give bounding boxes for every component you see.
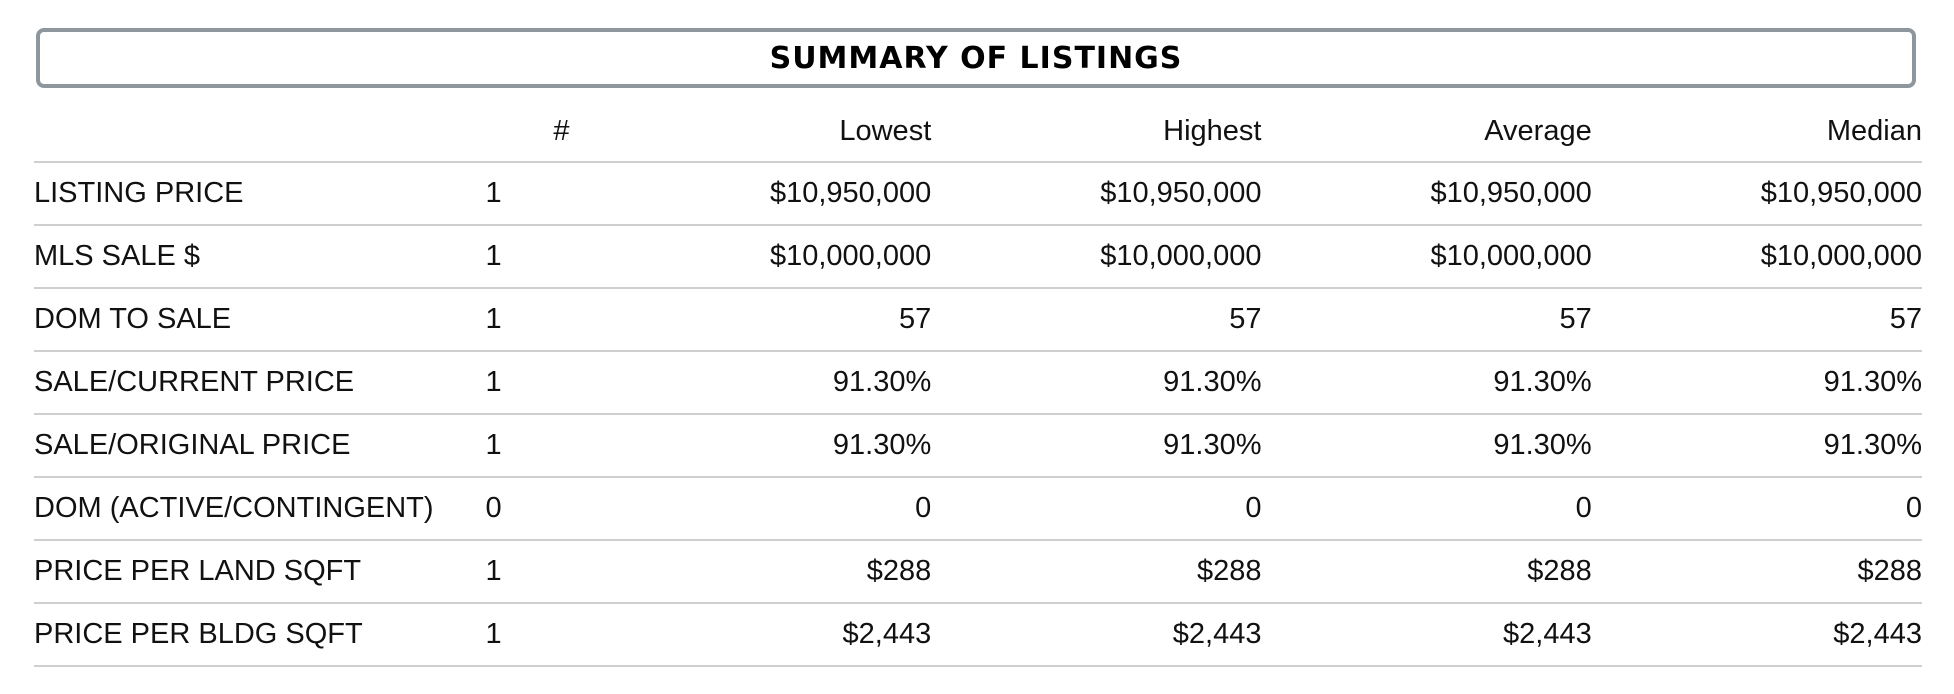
row-lowest: $10,000,000: [569, 225, 932, 289]
row-median: $288: [1591, 540, 1922, 604]
row-highest: $288: [931, 540, 1262, 604]
row-highest: 91.30%: [931, 351, 1262, 415]
table-row: PRICE PER BLDG SQFT 1 $2,443 $2,443 $2,4…: [34, 603, 1922, 667]
header-label: [34, 97, 486, 163]
row-label: DOM TO SALE: [34, 288, 486, 352]
row-average: $10,950,000: [1261, 162, 1592, 226]
row-median: 57: [1591, 288, 1922, 352]
table-row: SALE/CURRENT PRICE 1 91.30% 91.30% 91.30…: [34, 351, 1922, 415]
table-row: MLS SALE $ 1 $10,000,000 $10,000,000 $10…: [34, 225, 1922, 289]
summary-table: # Lowest Highest Average Median LISTING …: [34, 97, 1922, 667]
row-label: LISTING PRICE: [34, 162, 486, 226]
row-label: MLS SALE $: [34, 225, 486, 289]
row-label: DOM (ACTIVE/CONTINGENT): [34, 477, 486, 541]
header-highest: Highest: [931, 97, 1262, 163]
row-median: 91.30%: [1591, 414, 1922, 478]
row-highest: $10,950,000: [931, 162, 1262, 226]
table-row: DOM TO SALE 1 57 57 57 57: [34, 288, 1922, 352]
row-count: 1: [485, 540, 570, 604]
row-lowest: 0: [569, 477, 932, 541]
table-row: LISTING PRICE 1 $10,950,000 $10,950,000 …: [34, 162, 1922, 226]
header-median: Median: [1591, 97, 1922, 163]
row-median: 91.30%: [1591, 351, 1922, 415]
table-row: SALE/ORIGINAL PRICE 1 91.30% 91.30% 91.3…: [34, 414, 1922, 478]
row-highest: $2,443: [931, 603, 1262, 667]
row-highest: $10,000,000: [931, 225, 1262, 289]
row-median: $10,000,000: [1591, 225, 1922, 289]
row-median: 0: [1591, 477, 1922, 541]
row-count: 1: [485, 351, 570, 415]
summary-title-box: SUMMARY OF LISTINGS: [36, 28, 1916, 88]
row-lowest: $10,950,000: [569, 162, 932, 226]
row-highest: 0: [931, 477, 1262, 541]
table-header-row: # Lowest Highest Average Median: [34, 97, 1922, 163]
row-average: $10,000,000: [1261, 225, 1592, 289]
header-average: Average: [1261, 97, 1592, 163]
page-title: SUMMARY OF LISTINGS: [769, 40, 1183, 76]
table-row: DOM (ACTIVE/CONTINGENT) 0 0 0 0 0: [34, 477, 1922, 541]
row-median: $10,950,000: [1591, 162, 1922, 226]
row-label: PRICE PER BLDG SQFT: [34, 603, 486, 667]
row-average: 0: [1261, 477, 1592, 541]
row-label: PRICE PER LAND SQFT: [34, 540, 486, 604]
row-label: SALE/ORIGINAL PRICE: [34, 414, 486, 478]
row-label: SALE/CURRENT PRICE: [34, 351, 486, 415]
row-count: 1: [485, 603, 570, 667]
row-count: 0: [485, 477, 570, 541]
row-lowest: 91.30%: [569, 414, 932, 478]
row-highest: 57: [931, 288, 1262, 352]
row-lowest: $2,443: [569, 603, 932, 667]
row-count: 1: [485, 288, 570, 352]
row-count: 1: [485, 414, 570, 478]
row-count: 1: [485, 225, 570, 289]
table-row: PRICE PER LAND SQFT 1 $288 $288 $288 $28…: [34, 540, 1922, 604]
row-count: 1: [485, 162, 570, 226]
row-average: 91.30%: [1261, 414, 1592, 478]
header-lowest: Lowest: [569, 97, 932, 163]
row-average: $2,443: [1261, 603, 1592, 667]
row-lowest: $288: [569, 540, 932, 604]
row-lowest: 57: [569, 288, 932, 352]
row-highest: 91.30%: [931, 414, 1262, 478]
row-average: $288: [1261, 540, 1592, 604]
row-average: 91.30%: [1261, 351, 1592, 415]
row-median: $2,443: [1591, 603, 1922, 667]
row-average: 57: [1261, 288, 1592, 352]
row-lowest: 91.30%: [569, 351, 932, 415]
header-count: #: [485, 97, 570, 163]
